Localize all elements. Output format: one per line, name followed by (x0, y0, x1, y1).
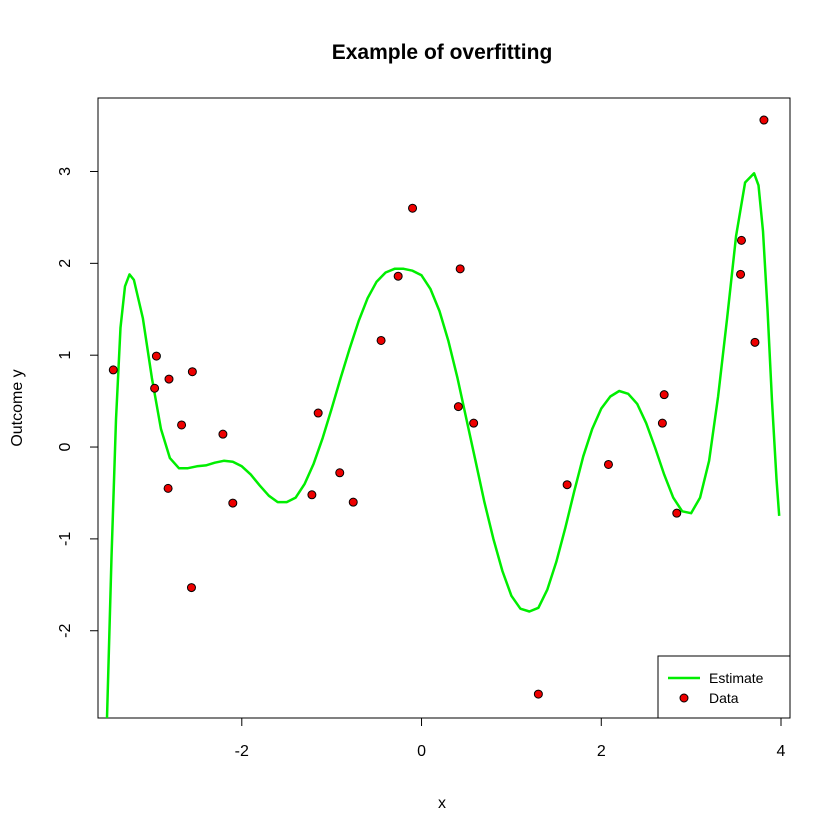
y-tick-label: -1 (57, 532, 74, 546)
data-point (335, 468, 345, 478)
x-axis-label: x (438, 795, 446, 812)
data-point (163, 483, 173, 493)
data-point (177, 420, 187, 430)
legend-box (657, 655, 791, 719)
data-point (376, 335, 386, 345)
data-point (736, 269, 746, 279)
y-axis-label: Outcome y (9, 369, 26, 446)
data-point (672, 508, 682, 518)
data-point (186, 583, 196, 593)
plot-frame (97, 97, 791, 719)
data-point (313, 408, 323, 418)
y-tick-label: -2 (57, 624, 74, 638)
data-point (218, 429, 228, 439)
legend-point-swatch (679, 693, 689, 703)
data-point (659, 390, 669, 400)
estimate-line (105, 172, 781, 718)
x-axis: -2 0 2 4 (235, 717, 786, 760)
data-point (348, 497, 358, 507)
chart-title: Example of overfitting (332, 41, 553, 64)
data-point (164, 374, 174, 384)
x-tick-label: 0 (417, 743, 426, 760)
data-point (657, 418, 667, 428)
data-point (603, 459, 613, 469)
x-tick-label: 4 (777, 743, 786, 760)
data-point (151, 351, 161, 361)
data-point (228, 498, 238, 508)
x-tick-label: -2 (235, 743, 249, 760)
legend: Estimate Data (657, 655, 791, 719)
data-point (408, 203, 418, 213)
y-tick-label: 3 (57, 167, 74, 176)
y-tick-label: 0 (57, 442, 74, 451)
data-point (759, 115, 769, 125)
data-point (393, 271, 403, 281)
y-tick-label: 1 (57, 351, 74, 360)
data-points-layer (108, 115, 769, 699)
data-point (455, 264, 465, 274)
data-point (469, 418, 479, 428)
y-tick-label: 2 (57, 259, 74, 268)
data-point (750, 337, 760, 347)
legend-label-data: Data (709, 690, 739, 706)
data-point (453, 402, 463, 412)
estimate-layer (105, 172, 781, 718)
x-tick-label: 2 (597, 743, 606, 760)
legend-label-estimate: Estimate (709, 670, 764, 686)
data-point (108, 365, 118, 375)
data-point (187, 367, 197, 377)
data-point (736, 235, 746, 245)
data-point (150, 383, 160, 393)
y-axis: -2 -1 0 1 2 3 (57, 167, 99, 638)
data-point (307, 490, 317, 500)
data-point (533, 689, 543, 699)
data-point (562, 480, 572, 490)
